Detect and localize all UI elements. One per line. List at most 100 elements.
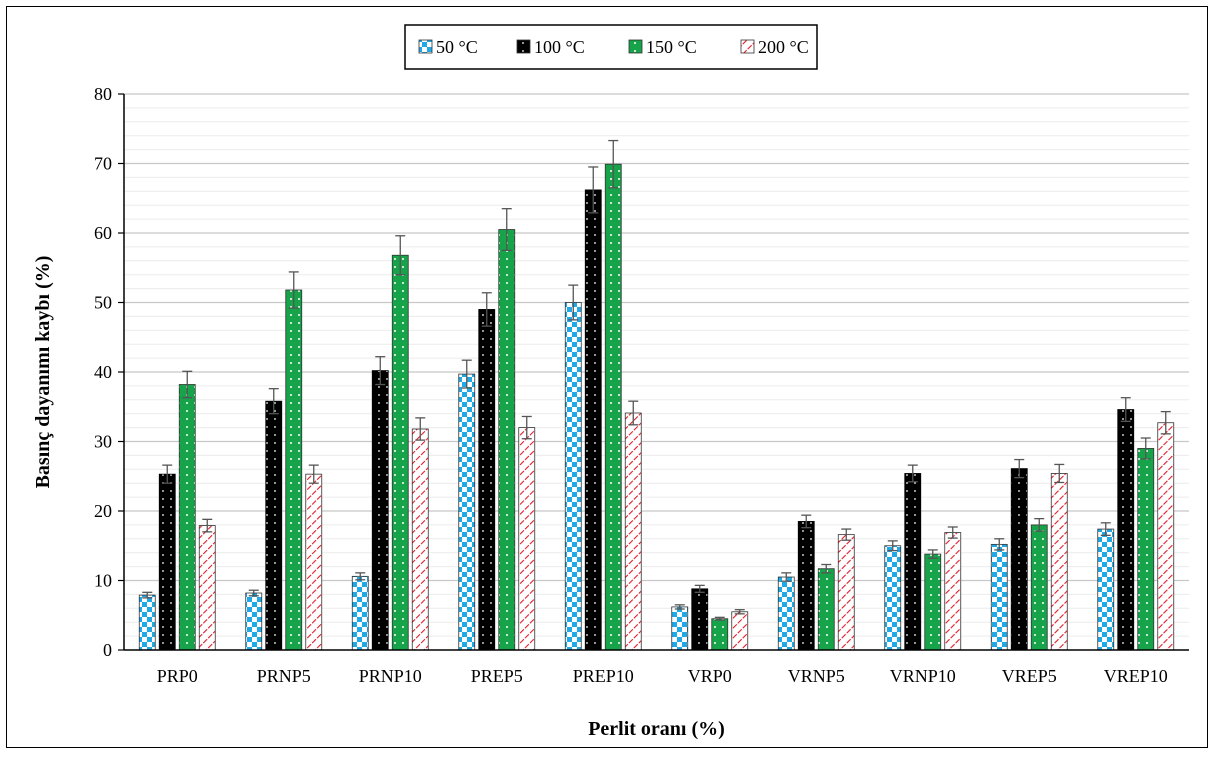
- bar: [584, 189, 602, 651]
- gridlines: [124, 93, 1189, 637]
- x-tick-label: PRP0: [157, 666, 198, 686]
- error-bar: [162, 464, 173, 484]
- bar: [498, 229, 516, 651]
- bar: [1117, 409, 1135, 651]
- legend-swatch: [740, 39, 755, 54]
- error-bar: [1100, 522, 1111, 536]
- error-bar: [1140, 437, 1151, 460]
- legend-label: 50 °C: [436, 37, 478, 57]
- error-bar: [734, 609, 745, 615]
- bar: [1097, 528, 1115, 651]
- bar: [671, 606, 689, 651]
- x-tick-label: PRNP10: [359, 666, 422, 686]
- x-tick-label: VRNP5: [788, 666, 845, 686]
- error-bar: [628, 400, 639, 426]
- bar: [245, 592, 263, 651]
- bar: [691, 588, 709, 651]
- error-bar: [714, 616, 725, 621]
- error-bar: [801, 514, 812, 529]
- error-bar: [568, 284, 579, 321]
- error-bar: [142, 591, 153, 599]
- legend-item: 50 °C: [418, 37, 478, 57]
- legend-item: 150 °C: [628, 37, 697, 57]
- bar: [138, 594, 156, 651]
- bar: [1137, 448, 1155, 651]
- x-tick-label: VRNP10: [890, 666, 956, 686]
- bar: [458, 373, 476, 651]
- bar: [711, 618, 729, 651]
- bar: [1050, 473, 1068, 651]
- bars: [138, 139, 1175, 651]
- bar: [1010, 468, 1028, 651]
- bar: [1030, 524, 1048, 651]
- bar: [411, 428, 429, 651]
- bar: [731, 611, 749, 651]
- legend-item: 200 °C: [740, 37, 809, 57]
- error-bar: [461, 359, 472, 389]
- bar: [305, 473, 323, 651]
- y-tick-label: 50: [94, 293, 112, 313]
- error-bar: [481, 292, 492, 327]
- error-bar: [415, 417, 426, 441]
- error-bar: [1160, 410, 1171, 435]
- x-axis-title: Perlit oranı (%): [588, 718, 725, 740]
- y-tick-label: 80: [94, 84, 112, 104]
- bar: [624, 412, 642, 651]
- y-tick-label: 30: [94, 432, 112, 452]
- y-tick-labels: 0 10 20 30 40 50 60 70 80: [94, 84, 112, 660]
- error-bar: [907, 464, 918, 483]
- error-bar: [887, 540, 898, 552]
- legend-swatch: [628, 39, 643, 54]
- error-bar: [1014, 458, 1025, 479]
- error-bar: [1034, 517, 1045, 532]
- bar: [884, 545, 902, 651]
- bar: [198, 525, 216, 651]
- error-bar: [395, 235, 406, 276]
- x-tick-label: PRNP5: [257, 666, 311, 686]
- error-bar: [202, 518, 213, 533]
- bar: [265, 400, 283, 651]
- legend-items: 50 °C 100 °C 150 °C 200 °C: [418, 37, 809, 57]
- bar: [285, 289, 303, 651]
- bar: [777, 576, 795, 651]
- error-bar: [1120, 397, 1131, 422]
- error-bar: [521, 415, 532, 440]
- x-tick-label: VREP5: [1002, 666, 1057, 686]
- error-bar: [588, 166, 599, 214]
- y-tick-label: 10: [94, 571, 112, 591]
- y-tick-label: 0: [103, 640, 112, 660]
- bar: [817, 568, 835, 651]
- error-bar: [821, 563, 832, 574]
- x-tick-label: VREP10: [1104, 666, 1168, 686]
- bar: [1157, 422, 1175, 651]
- error-bar: [248, 589, 259, 597]
- y-tick-label: 40: [94, 362, 112, 382]
- x-tick-label: VRP0: [688, 666, 732, 686]
- error-bar: [781, 572, 792, 582]
- legend-swatch: [516, 39, 531, 54]
- x-tick-label: PREP10: [573, 666, 634, 686]
- bar: [391, 254, 409, 651]
- error-bar: [501, 208, 512, 252]
- error-bar: [608, 139, 619, 189]
- legend-label: 200 °C: [758, 37, 809, 57]
- error-bar: [841, 528, 852, 541]
- bar: [797, 521, 815, 651]
- legend-label: 150 °C: [646, 37, 697, 57]
- bar: [924, 553, 942, 651]
- error-bar: [355, 572, 366, 581]
- error-bar: [288, 271, 299, 309]
- error-bar: [1054, 463, 1065, 484]
- legend: 50 °C 100 °C 150 °C 200 °C: [404, 24, 818, 70]
- bar: [604, 163, 622, 651]
- legend-swatch: [418, 39, 433, 54]
- bar: [178, 384, 196, 651]
- bar: [564, 302, 582, 651]
- bar: [518, 427, 536, 651]
- error-bar: [927, 549, 938, 559]
- error-bar: [994, 538, 1005, 551]
- bar: [837, 534, 855, 651]
- x-tick-labels: PRP0 PRNP5 PRNP10 PREP5 PREP10 VRP0 VRNP5 VRNP1…: [157, 666, 1168, 686]
- axes: [118, 93, 1189, 651]
